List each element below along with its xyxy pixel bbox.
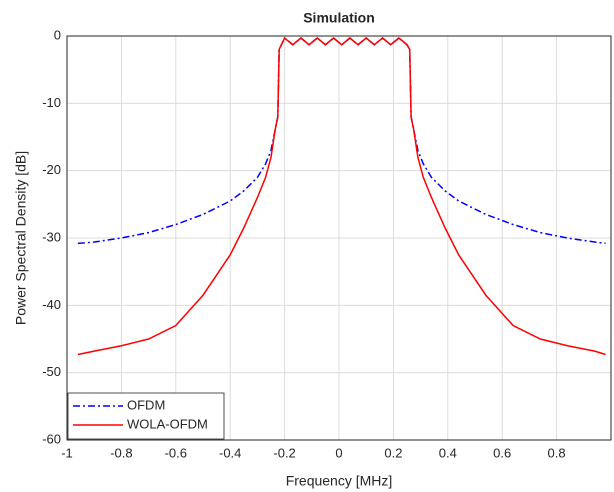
x-tick-label: 0.4 xyxy=(439,445,457,460)
series-line xyxy=(77,36,606,356)
x-tick-label: 0 xyxy=(335,445,342,460)
x-tick-label: -0.6 xyxy=(165,445,187,460)
legend-label: OFDM xyxy=(127,397,165,412)
x-axis-label: Frequency [MHz] xyxy=(286,473,393,489)
series-line xyxy=(77,36,606,245)
x-tick-label: -1 xyxy=(61,445,73,460)
y-tick-label: -20 xyxy=(42,162,61,177)
y-tick-label: 0 xyxy=(54,27,61,42)
legend-label: WOLA-OFDM xyxy=(127,416,208,431)
x-tick-label: 0.6 xyxy=(493,445,511,460)
x-tick-label: 0.2 xyxy=(384,445,402,460)
x-tick-label: -0.2 xyxy=(273,445,295,460)
legend-box xyxy=(67,392,225,440)
y-tick-label: -50 xyxy=(42,364,61,379)
x-tick-label: -0.8 xyxy=(110,445,132,460)
plot-frame xyxy=(66,35,612,441)
y-tick-label: -30 xyxy=(42,229,61,244)
y-tick-label: -10 xyxy=(42,95,61,110)
x-tick-label: -0.4 xyxy=(219,445,241,460)
y-tick-label: -40 xyxy=(42,297,61,312)
chart-title: Simulation xyxy=(303,10,375,26)
y-tick-label: -60 xyxy=(42,431,61,446)
x-tick-label: 0.8 xyxy=(548,445,566,460)
y-axis-label: Power Spectral Density [dB] xyxy=(13,151,29,325)
